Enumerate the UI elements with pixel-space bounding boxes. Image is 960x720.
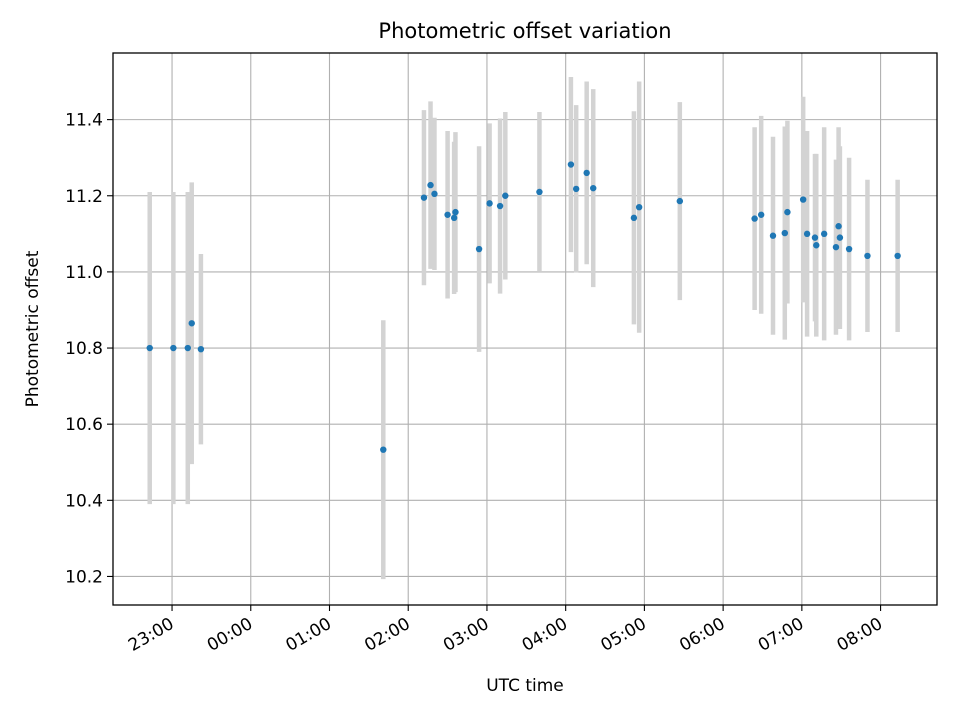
data-point [835, 223, 842, 230]
data-point [630, 214, 638, 222]
data-point [188, 320, 195, 327]
y-axis-ticks: 10.2 10.4 10.6 10.8 11.0 11.2 11.4 [65, 111, 113, 587]
chart-title: Photometric offset variation [378, 19, 671, 43]
y-axis-label: Photometric offset [23, 250, 43, 407]
data-point [583, 169, 590, 177]
data-point [197, 345, 205, 353]
data-point [431, 190, 438, 198]
data-point [486, 200, 493, 207]
data-point [811, 234, 819, 241]
y-tick-label: 10.2 [65, 567, 103, 587]
data-points [146, 161, 901, 453]
data-point [420, 194, 428, 201]
data-point [572, 185, 580, 193]
data-point [799, 196, 807, 203]
data-point [676, 197, 684, 205]
data-point [769, 232, 777, 239]
plot-frame [112, 52, 938, 606]
y-tick-label: 10.4 [65, 491, 103, 511]
data-point [894, 252, 901, 260]
data-point [475, 245, 483, 253]
data-point [803, 230, 811, 238]
data-point [864, 252, 871, 260]
data-point [635, 203, 643, 211]
data-point [820, 230, 828, 238]
x-axis-label: UTC time [486, 676, 564, 696]
y-tick-label: 11.2 [65, 187, 103, 207]
data-point [502, 192, 509, 199]
y-tick-label: 11.4 [65, 111, 103, 131]
data-point [496, 202, 504, 210]
data-point [536, 188, 543, 196]
data-point [781, 229, 788, 237]
data-point [444, 211, 451, 218]
data-point [836, 234, 844, 241]
data-point [170, 344, 177, 352]
data-point [813, 242, 820, 249]
data-point [757, 211, 765, 218]
data-point [567, 161, 575, 168]
grid [113, 53, 937, 605]
data-point [832, 243, 840, 251]
data-point [427, 181, 434, 189]
data-point [184, 344, 191, 352]
y-tick-label: 10.8 [65, 339, 103, 359]
data-point [590, 184, 597, 192]
y-tick-label: 10.6 [65, 415, 103, 435]
y-tick-label: 11.0 [65, 263, 103, 283]
data-point [845, 245, 853, 253]
data-point [751, 215, 758, 222]
data-point [452, 208, 459, 216]
data-point [450, 214, 458, 222]
data-point [784, 208, 791, 216]
data-point [146, 344, 153, 352]
data-point [380, 446, 387, 453]
